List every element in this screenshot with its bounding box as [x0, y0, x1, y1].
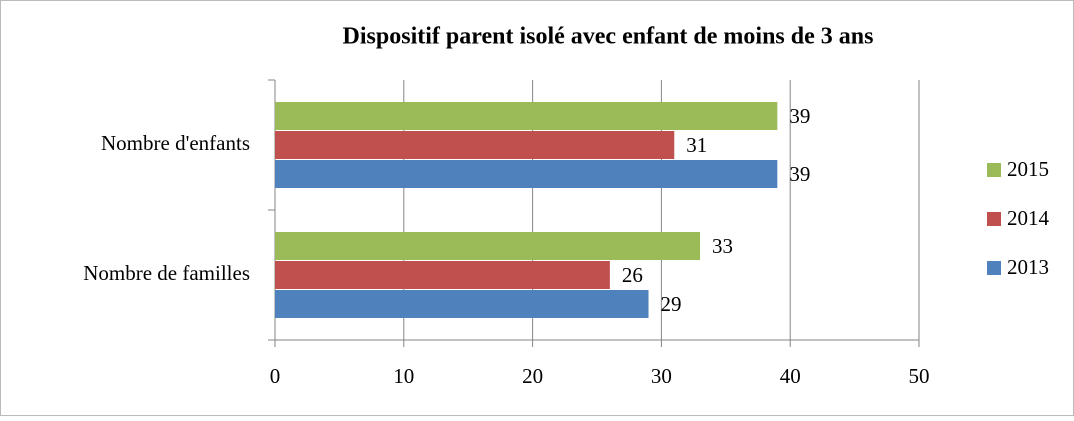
x-tick-label: 30 [651, 364, 672, 388]
x-tick-label: 0 [270, 364, 281, 388]
y-tick-label: Nombre d'enfants [101, 131, 250, 155]
x-tick-label: 40 [780, 364, 801, 388]
legend-label: 2015 [1007, 157, 1049, 181]
bar [275, 160, 778, 188]
bar [275, 232, 701, 260]
bar [275, 131, 675, 159]
bar [275, 290, 649, 318]
legend-label: 2013 [1007, 255, 1049, 279]
legend-swatch [987, 212, 1001, 226]
data-label: 31 [686, 133, 707, 157]
data-label: 29 [661, 292, 682, 316]
legend-swatch [987, 261, 1001, 275]
chart-title: Dispositif parent isolé avec enfant de m… [343, 24, 874, 50]
data-label: 33 [712, 234, 733, 258]
x-tick-label: 20 [522, 364, 543, 388]
x-tick-label: 10 [393, 364, 414, 388]
y-tick-label: Nombre de familles [83, 261, 250, 285]
x-tick-label: 50 [909, 364, 930, 388]
bar [275, 261, 610, 289]
legend-label: 2014 [1007, 206, 1050, 230]
data-label: 39 [789, 162, 810, 186]
legend-swatch [987, 163, 1001, 177]
bar [275, 102, 778, 130]
data-label: 39 [789, 104, 810, 128]
data-label: 26 [622, 263, 643, 287]
